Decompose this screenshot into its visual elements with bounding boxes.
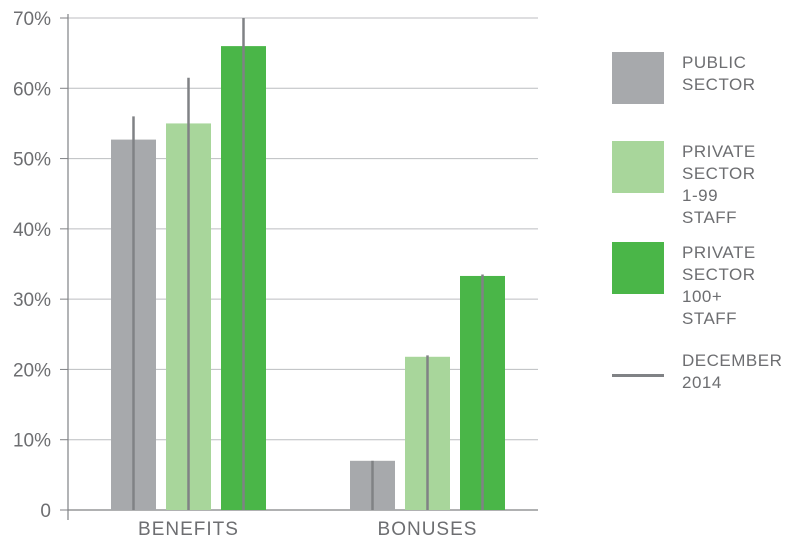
legend-swatch-public-sector [612,52,664,104]
x-category-label-benefits: BENEFITS [138,519,239,538]
legend-label-public-sector: PUBLIC SECTOR [682,53,756,94]
legend-swatch-private-100 [612,242,664,294]
legend-label-private-100: PRIVATE SECTOR 100+ STAFF [682,243,756,328]
y-tick-label-20: 20% [13,360,51,381]
legend-line-december-2014 [612,374,664,377]
y-tick-label-40: 40% [13,220,51,241]
legend-label-december-2014: DECEMBER 2014 [682,351,783,392]
legend-label-private-1-99: PRIVATE SECTOR 1-99 STAFF [682,142,756,227]
chart-legend: PUBLIC SECTOR PRIVATE SECTOR 1-99 STAFF … [612,0,812,538]
bar-chart: 0 10% 20% 30% 40% 50% 60% 70% BENEFITS BONUSES [13,9,538,538]
y-tick-label-30: 30% [13,290,51,311]
y-tick-label-70: 70% [13,9,51,30]
y-tick-label-0: 0 [40,501,51,522]
y-tick-label-60: 60% [13,79,51,100]
y-tick-label-10: 10% [13,431,51,452]
legend-swatch-private-1-99 [612,141,664,193]
y-tick-label-50: 50% [13,150,51,171]
x-category-label-bonuses: BONUSES [378,519,478,538]
